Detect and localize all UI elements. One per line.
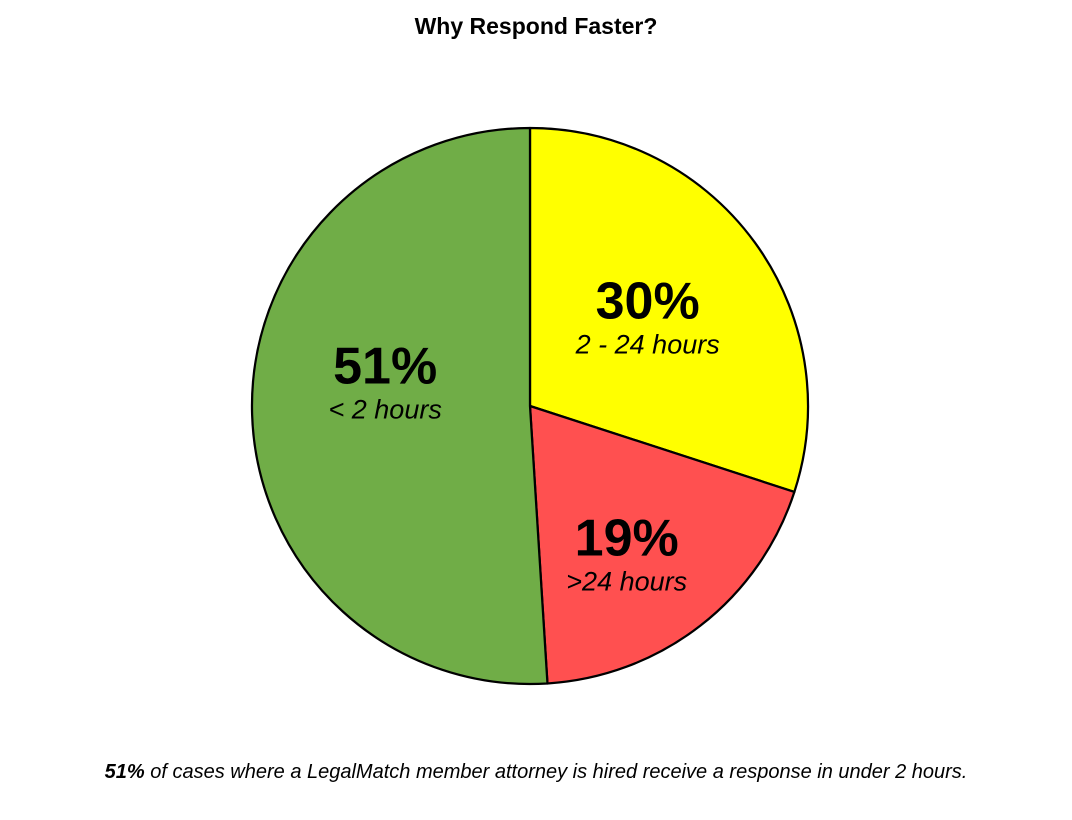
- pie-slice-0: [528, 126, 810, 494]
- caption: 51% of cases where a LegalMatch member a…: [0, 761, 1072, 784]
- chart-title: Why Respond Faster?: [414, 13, 658, 39]
- pie-slice-2: [250, 126, 549, 686]
- pie-slice-1: [528, 404, 796, 685]
- caption-text: of cases where a LegalMatch member attor…: [144, 761, 968, 783]
- caption-stat: 51%: [104, 761, 145, 783]
